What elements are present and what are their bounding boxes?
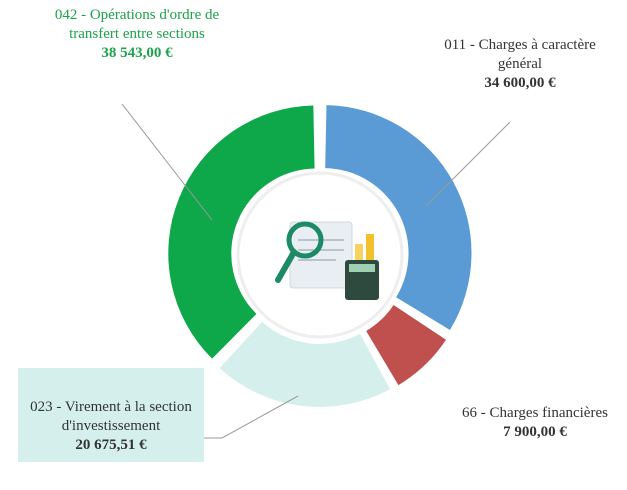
slice-label: 011 - Charges à caractère général 34 600… bbox=[440, 36, 600, 93]
slice bbox=[168, 105, 315, 359]
slice bbox=[366, 304, 447, 386]
leader-line bbox=[121, 103, 213, 221]
slice bbox=[219, 321, 390, 407]
slice-value: 38 543,00 € bbox=[101, 45, 173, 61]
slice-name: 66 - Charges financières bbox=[462, 405, 608, 421]
slice-label: 023 - Virement à la section d'investisse… bbox=[18, 368, 204, 462]
slice bbox=[325, 105, 472, 330]
slice-name: 042 - Opérations d'ordre de transfert en… bbox=[54, 7, 220, 42]
center-icon bbox=[275, 221, 379, 300]
slice-label: 042 - Opérations d'ordre de transfert en… bbox=[52, 6, 222, 63]
slice-value: 7 900,00 € bbox=[503, 424, 567, 440]
slice-value: 34 600,00 € bbox=[484, 75, 556, 91]
slice-label: 66 - Charges financières 7 900,00 € bbox=[460, 404, 610, 442]
leader-line bbox=[425, 121, 511, 207]
slice-name: 011 - Charges à caractère général bbox=[444, 37, 596, 72]
leader-line bbox=[204, 395, 299, 439]
slice-name: 023 - Virement à la section d'investisse… bbox=[30, 399, 192, 434]
slice-value: 20 675,51 € bbox=[75, 437, 147, 453]
